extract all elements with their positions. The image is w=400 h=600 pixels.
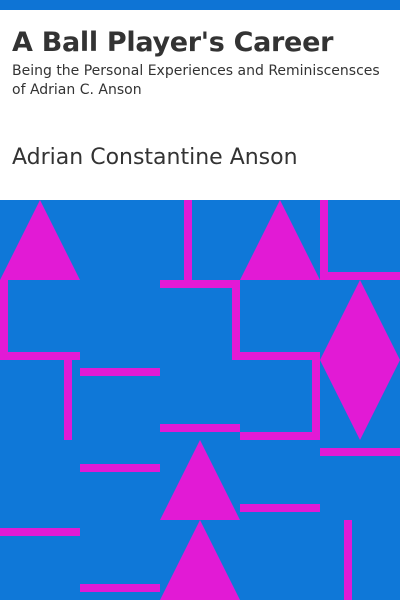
pattern-line (0, 352, 80, 360)
pattern-line (184, 200, 192, 280)
pattern-line (320, 200, 328, 280)
pattern-line (320, 272, 400, 280)
pattern-line (232, 280, 240, 360)
pattern-line (240, 504, 320, 512)
pattern-line (240, 432, 320, 440)
pattern-line (80, 584, 160, 592)
triangle-shape (0, 200, 80, 280)
pattern-line (312, 360, 320, 440)
top-accent-bar (0, 0, 400, 10)
diamond-shape (320, 280, 400, 440)
pattern-line (320, 448, 400, 456)
pattern-line (80, 368, 160, 376)
book-author: Adrian Constantine Anson (12, 145, 298, 170)
pattern-line (160, 280, 240, 288)
pattern-line (80, 464, 160, 472)
pattern-line (0, 528, 80, 536)
cover-header: A Ball Player's Career Being the Persona… (0, 10, 400, 200)
pattern-line (160, 424, 240, 432)
triangle-shape (240, 200, 320, 280)
cover-art (0, 200, 400, 600)
book-title: A Ball Player's Career (12, 27, 334, 58)
book-subtitle: Being the Personal Experiences and Remin… (12, 63, 380, 98)
triangle-shape (160, 440, 240, 520)
pattern-line (64, 360, 72, 440)
triangle-shape (160, 520, 240, 600)
pattern-line (0, 280, 8, 360)
pattern-line (344, 520, 352, 600)
pattern-line (240, 352, 320, 360)
